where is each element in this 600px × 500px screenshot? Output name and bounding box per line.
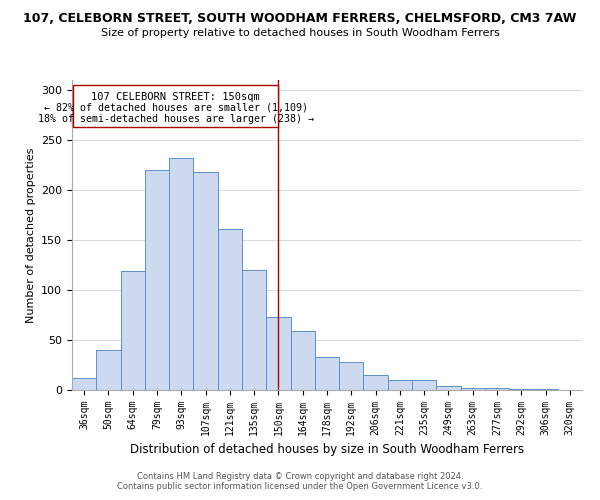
Text: 107 CELEBORN STREET: 150sqm: 107 CELEBORN STREET: 150sqm bbox=[91, 92, 260, 102]
Bar bbox=[218, 229, 242, 390]
Bar bbox=[509, 389, 533, 390]
Text: 18% of semi-detached houses are larger (238) →: 18% of semi-detached houses are larger (… bbox=[38, 114, 314, 124]
Bar bbox=[72, 378, 96, 390]
Bar bbox=[169, 158, 193, 390]
Bar bbox=[290, 331, 315, 390]
X-axis label: Distribution of detached houses by size in South Woodham Ferrers: Distribution of detached houses by size … bbox=[130, 444, 524, 456]
Text: Contains HM Land Registry data © Crown copyright and database right 2024.: Contains HM Land Registry data © Crown c… bbox=[137, 472, 463, 481]
Bar bbox=[461, 388, 485, 390]
Bar bbox=[315, 357, 339, 390]
Bar bbox=[364, 375, 388, 390]
Bar bbox=[388, 380, 412, 390]
Bar bbox=[266, 317, 290, 390]
Bar bbox=[193, 172, 218, 390]
Bar bbox=[73, 85, 278, 127]
Bar bbox=[412, 380, 436, 390]
Bar bbox=[121, 271, 145, 390]
Bar bbox=[242, 270, 266, 390]
Text: 107, CELEBORN STREET, SOUTH WOODHAM FERRERS, CHELMSFORD, CM3 7AW: 107, CELEBORN STREET, SOUTH WOODHAM FERR… bbox=[23, 12, 577, 26]
Y-axis label: Number of detached properties: Number of detached properties bbox=[26, 148, 35, 322]
Text: Size of property relative to detached houses in South Woodham Ferrers: Size of property relative to detached ho… bbox=[101, 28, 499, 38]
Text: Contains public sector information licensed under the Open Government Licence v3: Contains public sector information licen… bbox=[118, 482, 482, 491]
Text: ← 82% of detached houses are smaller (1,109): ← 82% of detached houses are smaller (1,… bbox=[44, 103, 308, 113]
Bar bbox=[533, 389, 558, 390]
Bar bbox=[96, 350, 121, 390]
Bar bbox=[485, 388, 509, 390]
Bar bbox=[145, 170, 169, 390]
Bar bbox=[339, 362, 364, 390]
Bar bbox=[436, 386, 461, 390]
